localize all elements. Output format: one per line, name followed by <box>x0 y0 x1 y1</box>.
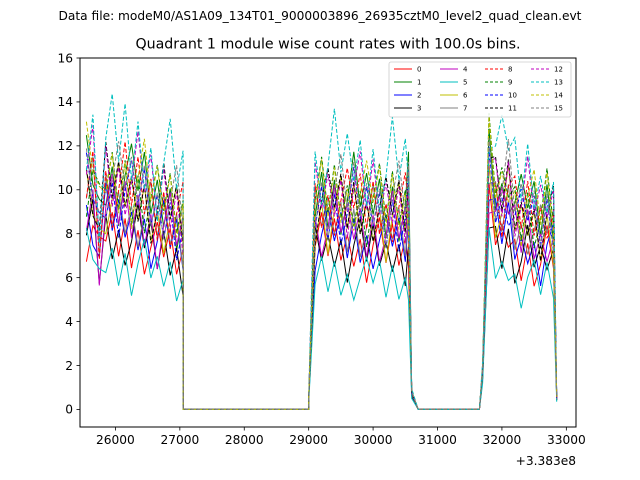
x-tick-label: 27000 <box>160 433 199 447</box>
plot-frame <box>79 57 577 428</box>
y-tick-label: 14 <box>57 95 73 109</box>
legend-label-2: 2 <box>417 92 421 100</box>
plot-area <box>80 58 576 427</box>
legend-box <box>388 61 572 118</box>
legend-label-11: 11 <box>508 105 517 113</box>
legend-label-10: 10 <box>508 92 517 100</box>
series-line-7 <box>85 156 558 410</box>
x-axis: 26000 27000 28000 29000 30000 31000 32000 33000 <box>96 427 586 447</box>
legend-label-1: 1 <box>417 79 421 87</box>
x-tick-label: 31000 <box>418 433 457 447</box>
y-tick-label: 4 <box>65 315 73 329</box>
legend-label-13: 13 <box>554 79 563 87</box>
legend-label-3: 3 <box>417 105 421 113</box>
x-tick-label: 26000 <box>96 433 135 447</box>
series-line-3 <box>85 198 558 410</box>
series-line-12 <box>85 125 558 410</box>
legend-label-4: 4 <box>463 66 468 74</box>
legend-label-9: 9 <box>508 79 512 87</box>
legend-label-7: 7 <box>463 105 467 113</box>
chart-title: Quadrant 1 module wise count rates with … <box>135 37 520 53</box>
series-line-13 <box>85 93 558 410</box>
x-tick-label: 32000 <box>483 433 522 447</box>
legend-label-5: 5 <box>463 79 467 87</box>
x-tick-label: 30000 <box>354 433 393 447</box>
series-line-11 <box>85 141 558 410</box>
x-tick-label: 33000 <box>547 433 586 447</box>
legend-label-15: 15 <box>554 105 563 113</box>
series-line-5 <box>85 227 558 410</box>
y-tick-label: 6 <box>65 271 73 285</box>
y-tick-label: 12 <box>57 139 73 153</box>
legend-label-12: 12 <box>554 66 563 74</box>
legend-label-6: 6 <box>463 92 468 100</box>
series-layer <box>85 93 558 410</box>
series-line-8 <box>85 141 558 410</box>
legend-label-0: 0 <box>417 66 421 74</box>
chart-suptitle: Data file: modeM0/AS1A09_134T01_90000038… <box>59 9 582 23</box>
legend-label-8: 8 <box>508 66 512 74</box>
x-tick-label: 29000 <box>289 433 328 447</box>
y-tick-label: 0 <box>65 403 73 417</box>
y-tick-label: 16 <box>57 51 73 65</box>
y-axis: 0 2 4 6 8 10 12 14 16 <box>57 51 80 417</box>
y-tick-label: 8 <box>65 227 73 241</box>
x-tick-label: 28000 <box>225 433 264 447</box>
series-line-15 <box>85 137 558 410</box>
series-line-14 <box>85 116 558 410</box>
y-tick-label: 2 <box>65 359 73 373</box>
y-tick-label: 10 <box>57 183 73 197</box>
legend-label-14: 14 <box>554 92 563 100</box>
x-offset-label: +3.383e8 <box>516 454 576 468</box>
